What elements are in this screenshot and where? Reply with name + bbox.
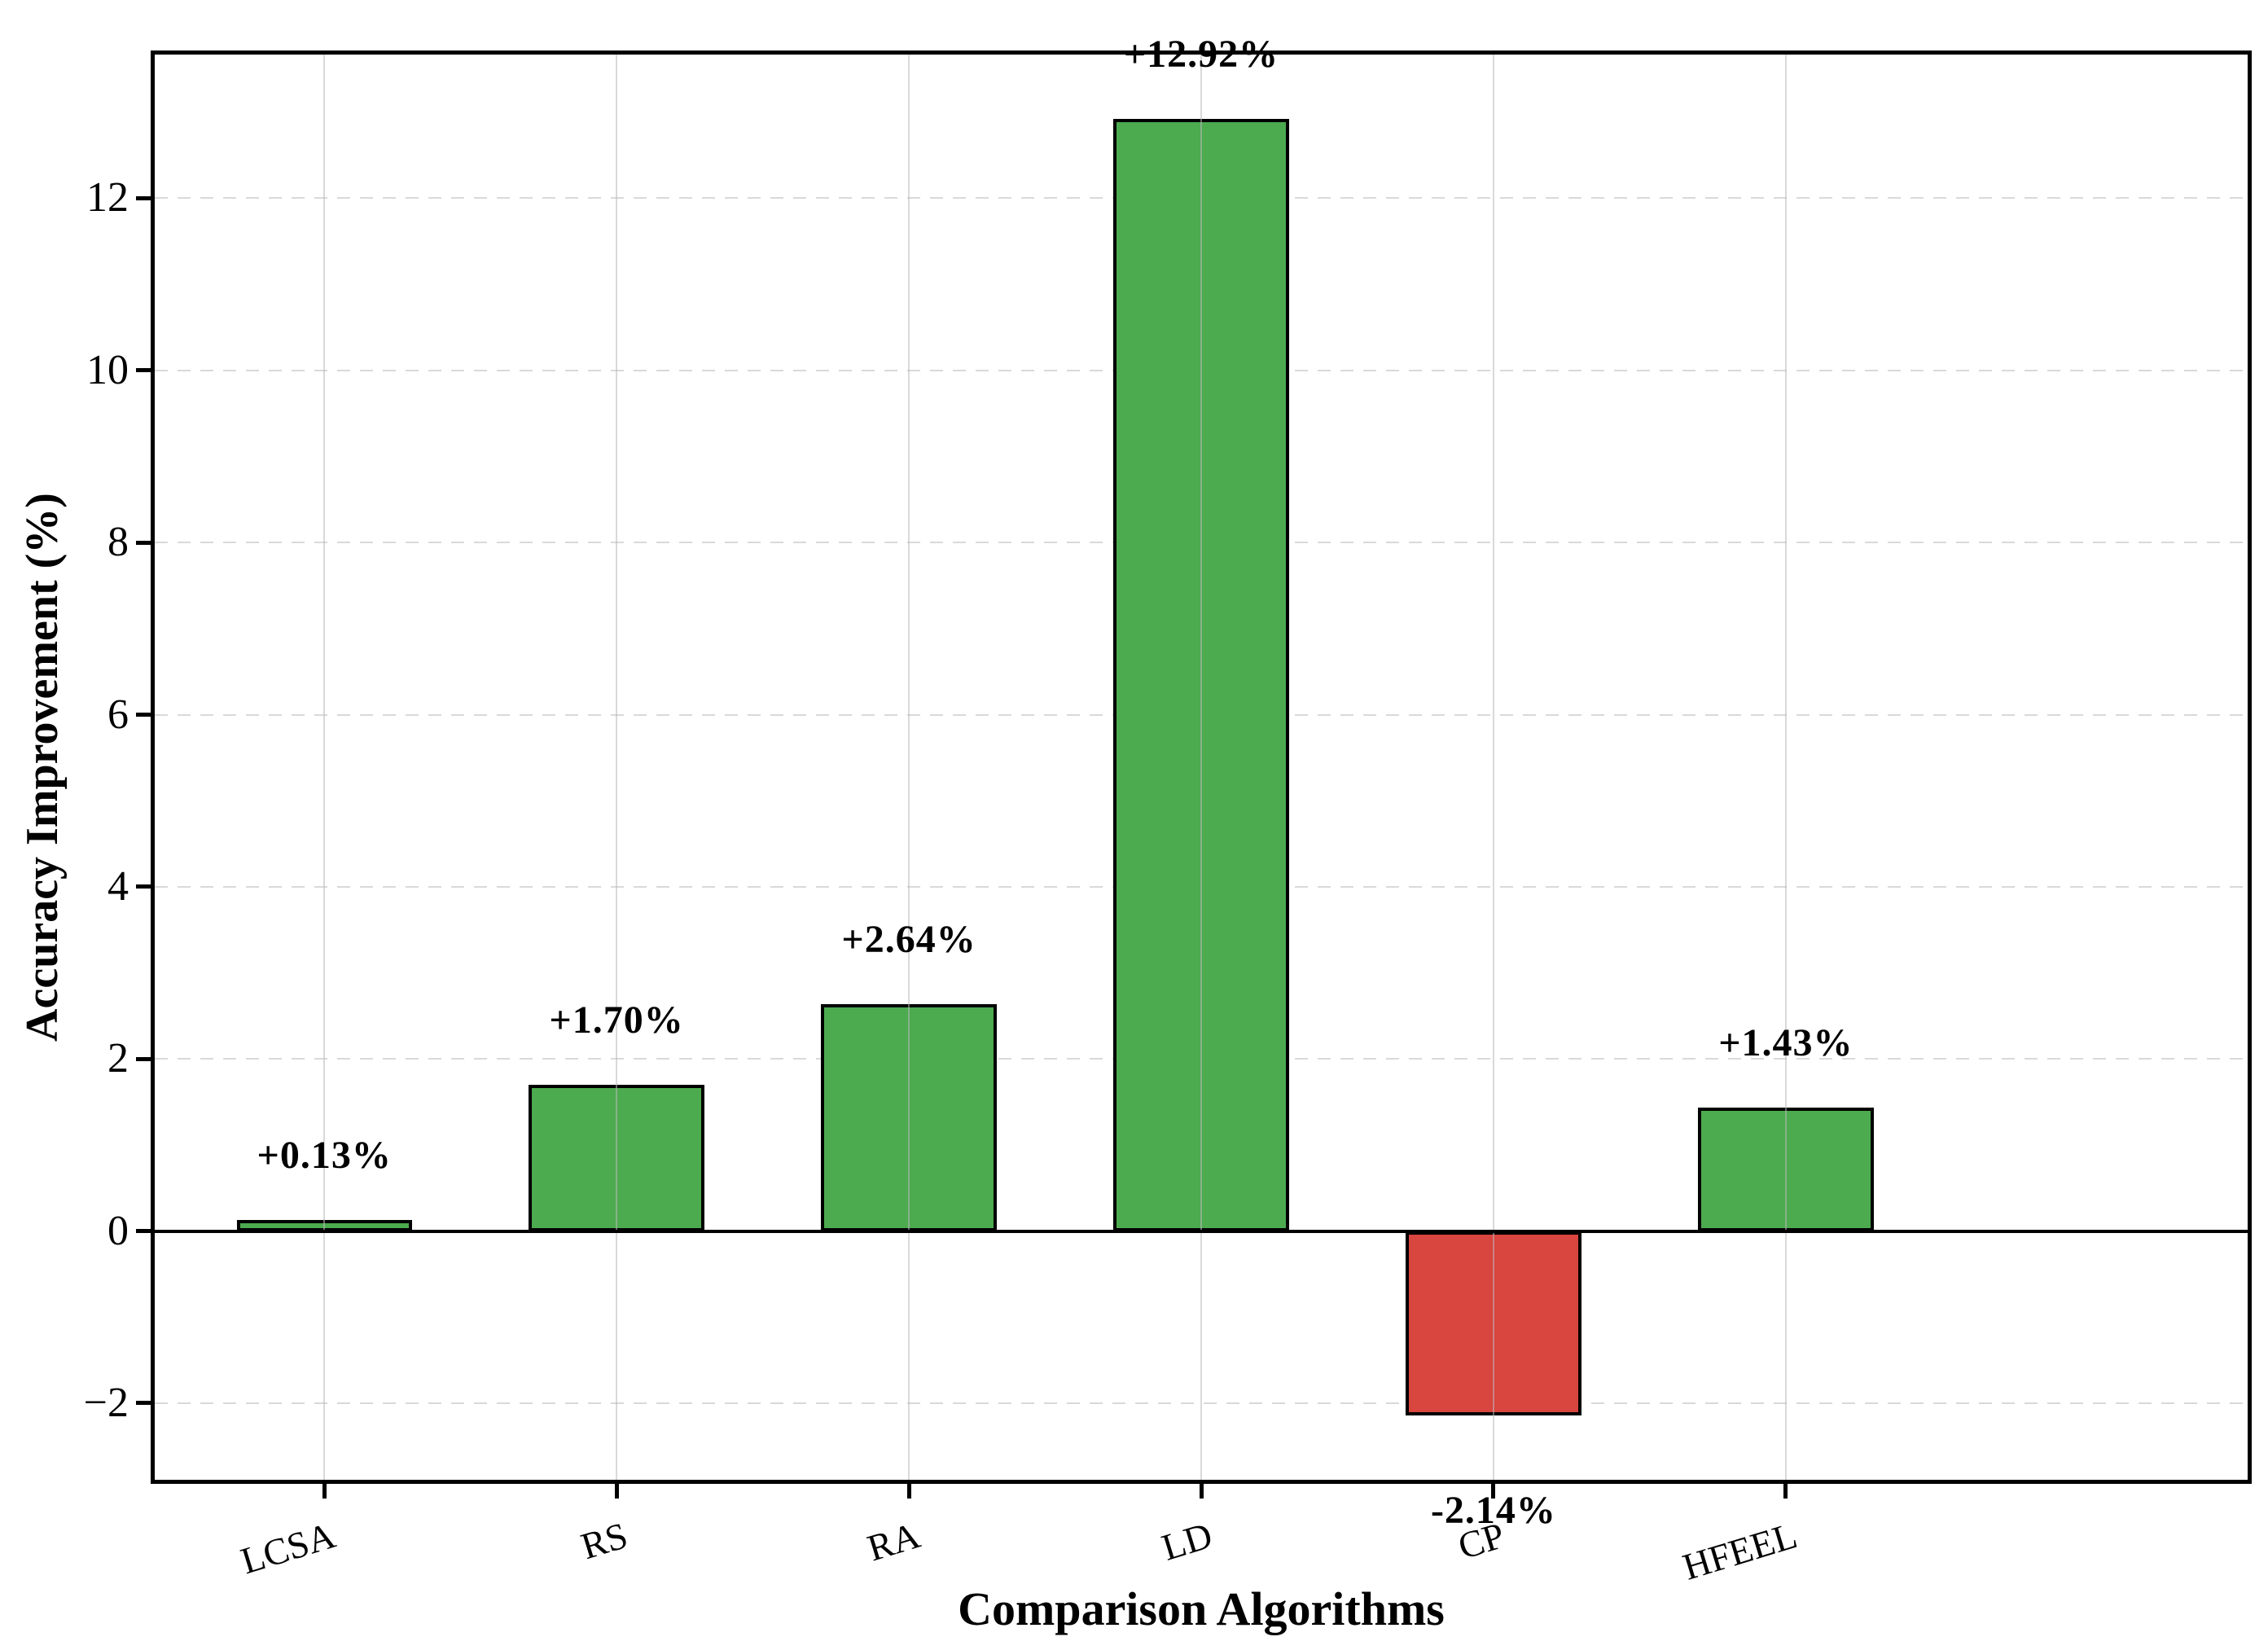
y-axis-tick (136, 195, 151, 200)
y-tick-label: 10 (86, 346, 129, 393)
vertical-gridline (1784, 55, 1787, 1480)
bar-value-label-hfeel: +1.43% (1718, 1021, 1853, 1065)
bar-value-label-ld: +12.92% (1123, 33, 1279, 77)
x-axis-tick (322, 1484, 327, 1499)
y-tick-label: 0 (107, 1207, 129, 1254)
bar-value-label-rs: +1.70% (549, 998, 684, 1042)
bar-value-label-cp: -2.14% (1430, 1488, 1556, 1532)
x-axis-tick (906, 1484, 911, 1499)
plot-area (151, 50, 2252, 1484)
y-axis-tick (136, 368, 151, 373)
vertical-gridline (908, 55, 910, 1480)
vertical-gridline (1200, 55, 1202, 1480)
bar-value-label-ra: +2.64% (841, 917, 976, 961)
bar-value-label-lcsa: +0.13% (257, 1133, 392, 1177)
vertical-gridline (1492, 55, 1494, 1480)
vertical-gridline (616, 55, 618, 1480)
y-axis-tick (136, 1056, 151, 1061)
y-axis-title: Accuracy Improvement (%) (17, 493, 68, 1042)
y-tick-label: −2 (83, 1379, 129, 1426)
y-axis-tick (136, 713, 151, 717)
x-axis-tick (614, 1484, 619, 1499)
x-axis-tick (1491, 1484, 1496, 1499)
vertical-gridline (323, 55, 326, 1480)
y-tick-label: 4 (107, 862, 129, 910)
y-tick-label: 12 (86, 174, 129, 222)
x-axis-tick (1783, 1484, 1788, 1499)
x-axis-tick (1199, 1484, 1204, 1499)
y-axis-tick (136, 540, 151, 545)
y-axis-tick (136, 1229, 151, 1234)
y-tick-label: 8 (107, 519, 129, 566)
zero-line (155, 1229, 2248, 1233)
y-tick-label: 6 (107, 691, 129, 738)
x-axis-title: Comparison Algorithms (958, 1582, 1445, 1635)
y-axis-tick (136, 884, 151, 889)
y-tick-label: 2 (107, 1035, 129, 1082)
y-axis-tick (136, 1401, 151, 1406)
